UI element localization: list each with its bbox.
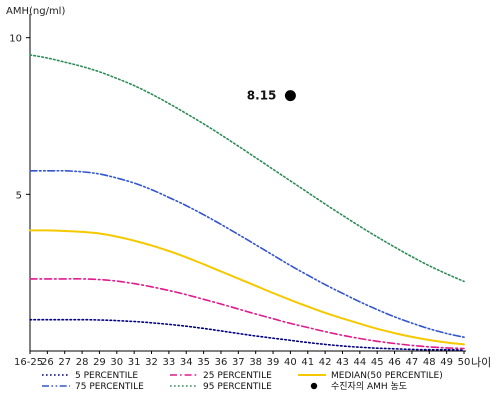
- y-tick-label: 10: [9, 34, 22, 45]
- x-tick-label: 16-25: [14, 357, 43, 368]
- legend-label: 75 PERCENTILE: [75, 382, 144, 392]
- x-tick-label: 36: [215, 357, 228, 368]
- x-tick-label: 44: [353, 357, 366, 368]
- patient-amh-point: [284, 90, 296, 102]
- legend: 5 PERCENTILE 25 PERCENTILE MEDIAN(50 PERCE…: [42, 371, 443, 392]
- x-tick-label: 33: [163, 357, 176, 368]
- y-tick-label: 5: [16, 190, 22, 201]
- x-tick-label: 41: [301, 357, 314, 368]
- x-tick-label: 45: [371, 357, 384, 368]
- x-tick-label: 30: [110, 357, 123, 368]
- x-tick-label: 43: [336, 357, 349, 368]
- x-tick-label: 26: [41, 357, 54, 368]
- legend-label: 25 PERCENTILE: [203, 371, 272, 381]
- series-line: [29, 229, 465, 346]
- x-axis-label: 나이: [471, 356, 491, 369]
- x-tick-label: 28: [76, 357, 89, 368]
- x-tick-label: 31: [128, 357, 141, 368]
- series-line: [29, 54, 465, 283]
- x-tick-label: 42: [319, 357, 332, 368]
- legend-marker-swatch: [310, 382, 318, 390]
- legend-label: MEDIAN(50 PERCENTILE): [331, 371, 443, 381]
- legend-marker-label: 수진자의 AMH 농도: [331, 381, 407, 392]
- x-tick-label: 49: [440, 357, 453, 368]
- x-tick-label: 27: [58, 357, 71, 368]
- x-tick-label: 32: [145, 357, 158, 368]
- x-tick-label: 46: [388, 357, 401, 368]
- series-line: [29, 318, 465, 351]
- x-tick-label: 29: [93, 357, 106, 368]
- x-tick-label: 34: [180, 357, 193, 368]
- x-tick-label: 38: [249, 357, 262, 368]
- marker-layer: 8.15: [247, 89, 296, 103]
- x-tick-label: 47: [406, 357, 419, 368]
- x-tick-label: 35: [197, 357, 210, 368]
- x-tick-label: 48: [423, 357, 436, 368]
- patient-amh-value-label: 8.15: [247, 89, 277, 103]
- x-tick-label: 39: [267, 357, 280, 368]
- y-axis-label: AMH(ng/ml): [6, 6, 65, 17]
- legend-label: 95 PERCENTILE: [203, 382, 272, 392]
- x-tick-label: 37: [232, 357, 245, 368]
- series-layer: [29, 54, 465, 351]
- series-line: [29, 278, 465, 350]
- legend-label: 5 PERCENTILE: [75, 371, 138, 381]
- series-line: [29, 169, 465, 338]
- x-tick-label: 50: [458, 357, 471, 368]
- x-tick-label: 40: [284, 357, 297, 368]
